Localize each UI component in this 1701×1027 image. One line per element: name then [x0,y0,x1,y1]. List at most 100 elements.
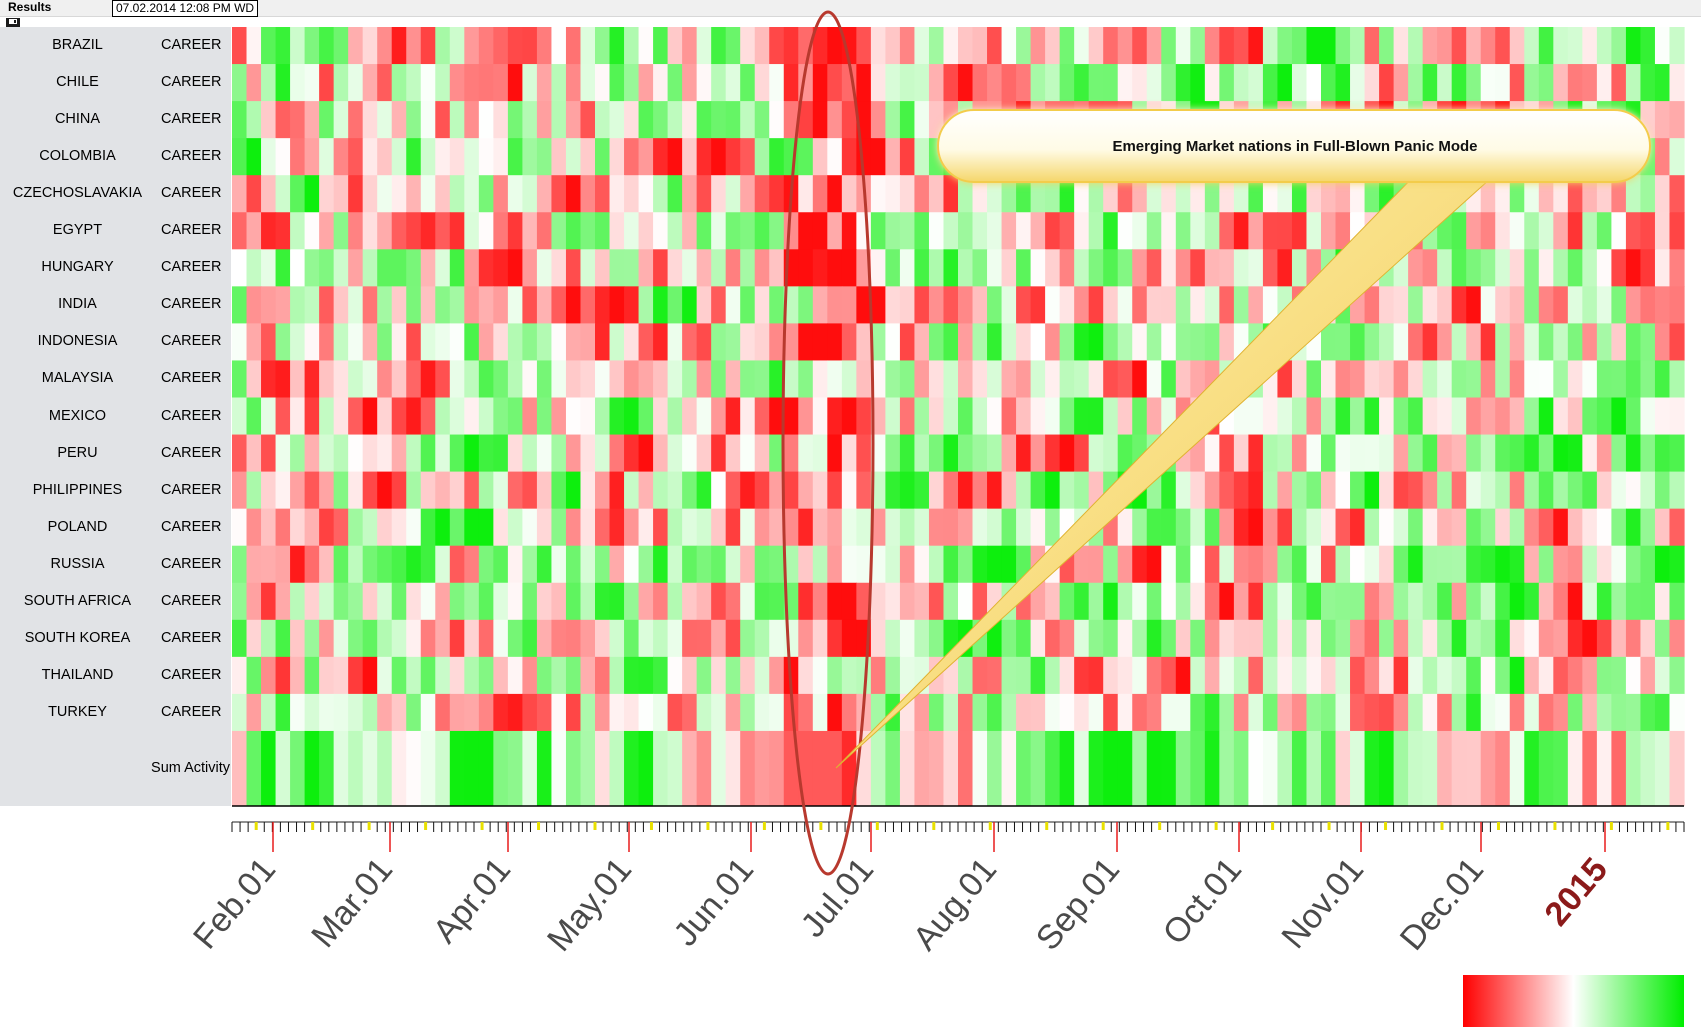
heatmap-cell [841,545,857,584]
heatmap-cell [319,656,335,695]
heatmap-cell [1524,434,1540,473]
sum-activity-cell [507,730,523,806]
heatmap-cell [1350,64,1366,102]
heatmap-cell [638,175,654,213]
heatmap-cell [609,471,625,510]
heatmap-cell [798,619,814,658]
heatmap-cell [682,212,698,250]
heatmap-cell [406,545,422,584]
heatmap-cell [624,545,640,584]
heatmap-cell [1016,471,1032,510]
heatmap-cell [1030,27,1046,65]
heatmap-cell [740,397,756,436]
heatmap-cell [754,286,770,324]
heatmap-cell [232,101,248,139]
heatmap-cell [1524,545,1540,584]
heatmap-cell [653,101,669,139]
heatmap-cell [435,360,451,399]
sum-activity-cell [624,730,640,806]
heatmap-cell [536,27,553,65]
heatmap-cell [638,64,654,102]
heatmap-cell [885,323,901,362]
heatmap-cell [449,434,465,473]
heatmap-cell [1379,286,1395,324]
heatmap-cell [1045,64,1061,102]
heatmap-cell [1596,360,1612,399]
heatmap-cell [1364,693,1380,732]
heatmap-cell [609,508,625,547]
sum-activity-cell [420,730,436,806]
heatmap-cell [536,175,553,213]
heatmap-cell [333,323,349,362]
heatmap-cell [348,286,364,324]
heatmap-cell [1059,434,1075,473]
heatmap-cell [1669,582,1685,621]
sum-activity-cell [1553,730,1569,806]
heatmap-cell [1379,27,1395,65]
heatmap-cell [841,27,857,65]
heatmap-cell [1654,508,1671,547]
heatmap-cell [1538,286,1554,324]
heatmap-cell [987,360,1003,399]
heatmap-cell [1611,212,1627,250]
heatmap-cell [464,249,480,287]
heatmap-cell [1509,212,1525,250]
heatmap-cell [1422,286,1438,324]
heatmap-cell [1335,212,1351,250]
heatmap-cell [261,545,277,584]
sum-activity-cell [1596,730,1612,806]
heatmap-cell [435,323,451,362]
heatmap-cell [1262,249,1279,287]
heatmap-cell [319,212,335,250]
heatmap-cell [958,545,974,584]
heatmap-cell [740,582,756,621]
heatmap-cell [304,212,320,250]
heatmap-cell [1611,656,1627,695]
heatmap-cell [682,471,698,510]
heatmap-cell [290,249,306,287]
heatmap-cell [638,360,654,399]
heatmap-cell [580,619,596,658]
heatmap-cell [1611,64,1627,102]
heatmap-cell [1495,360,1511,399]
heatmap-cell [536,64,553,102]
heatmap-cell [1088,397,1104,436]
heatmap-cell [319,434,335,473]
heatmap-cell [275,693,291,732]
heatmap-cell [682,64,698,102]
heatmap-cell [1074,397,1090,436]
heatmap-cell [624,693,640,732]
heatmap-cell [928,175,945,213]
heatmap-cell [1277,471,1293,510]
heatmap-cell [667,545,683,584]
heatmap-cell [261,471,277,510]
heatmap-cell [536,508,553,547]
heatmap-cell [1538,508,1554,547]
heatmap-cell [464,101,480,139]
heatmap-cell [333,619,349,658]
heatmap-cell [682,323,698,362]
heatmap-cell [798,212,814,250]
heatmap-cell [304,360,320,399]
heatmap-cell [928,323,945,362]
row-label-metric: CAREER [161,481,222,498]
heatmap-cell [1248,619,1264,658]
heatmap-cell [914,323,930,362]
heatmap-cell [914,508,930,547]
heatmap-cell [624,360,640,399]
row-label-country: PERU [57,444,98,461]
heatmap-cell [493,582,509,621]
heatmap-cell [725,693,741,732]
heatmap-cell [1190,27,1206,65]
heatmap-cell [333,175,349,213]
sum-activity-cell [290,730,306,806]
heatmap-cell [536,582,553,621]
row-label-metric: CAREER [161,555,222,572]
timestamp-field[interactable]: 07.02.2014 12:08 PM WD [112,0,259,17]
heatmap-cell [420,138,436,176]
heatmap-cell [275,323,291,362]
heatmap-cell [987,64,1003,102]
heatmap-cell [1161,471,1177,510]
sum-activity-cell [1306,730,1322,806]
heatmap-cell [580,64,596,102]
